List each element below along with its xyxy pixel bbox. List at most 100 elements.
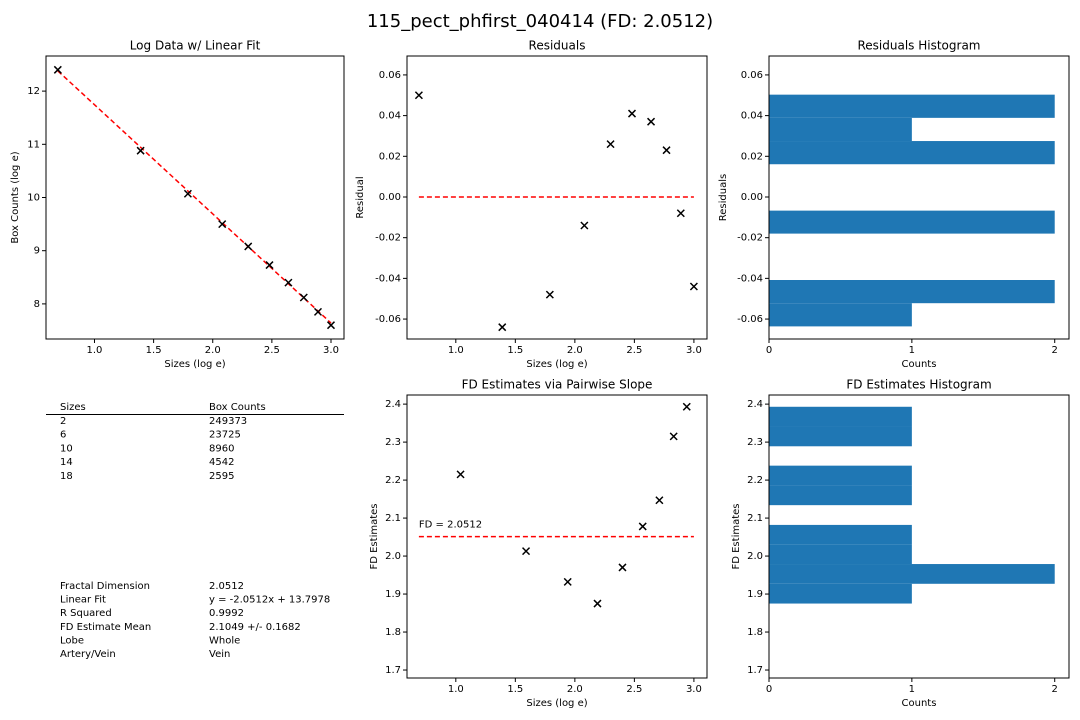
point xyxy=(326,321,336,330)
table-cell: 14 xyxy=(60,457,73,468)
y-tick-label: 2.3 xyxy=(747,437,763,448)
y-tick-label: 0.00 xyxy=(379,192,401,203)
y-axis-label: Residuals xyxy=(718,174,729,221)
figure-title: 115_pect_phfirst_040414 (FD: 2.0512) xyxy=(367,11,713,32)
bar xyxy=(769,94,1055,118)
x-tick-label: 2.0 xyxy=(567,345,583,356)
x-axis-label: Sizes (log e) xyxy=(526,359,587,370)
point xyxy=(313,307,323,316)
x-tick-label: 1.0 xyxy=(448,684,464,695)
y-tick-label: -0.02 xyxy=(737,233,763,244)
x-tick-label: 0 xyxy=(766,345,772,356)
bar xyxy=(769,279,1055,304)
point xyxy=(522,547,531,556)
x-tick-label: 1.5 xyxy=(507,684,523,695)
point xyxy=(647,117,656,126)
plot-frame xyxy=(406,394,708,679)
y-tick-label: -0.02 xyxy=(375,233,401,244)
table-header: Sizes xyxy=(60,402,86,413)
bar xyxy=(769,210,1055,234)
table-header: Box Counts xyxy=(209,402,266,413)
y-tick-label: 1.8 xyxy=(385,627,401,638)
chart-title: FD Estimates via Pairwise Slope xyxy=(462,378,653,392)
point xyxy=(456,470,465,479)
x-tick-label: 2.5 xyxy=(264,345,280,356)
point xyxy=(676,209,685,218)
bar xyxy=(769,485,912,506)
table-cell: 2595 xyxy=(209,471,234,482)
annotation: FD = 2.0512 xyxy=(419,520,482,531)
point xyxy=(244,242,253,251)
x-tick-label: 1.0 xyxy=(448,345,464,356)
y-tick-label: -0.04 xyxy=(375,273,401,284)
plot-frame xyxy=(406,55,708,340)
table-cell: FD Estimate Mean xyxy=(60,622,151,633)
x-tick-label: 2.0 xyxy=(567,684,583,695)
y-tick-label: 2.4 xyxy=(385,399,401,410)
bar xyxy=(769,117,912,142)
chart-title: FD Estimates Histogram xyxy=(846,378,991,392)
table-cell: 10 xyxy=(60,443,73,454)
x-axis-label: Counts xyxy=(902,359,937,370)
x-tick-label: 1.0 xyxy=(87,345,103,356)
x-tick-label: 1.5 xyxy=(507,345,523,356)
bar xyxy=(769,544,912,565)
y-tick-label: -0.06 xyxy=(375,314,401,325)
bar xyxy=(769,303,912,327)
y-tick-label: -0.06 xyxy=(737,314,763,325)
point xyxy=(53,65,62,74)
x-axis-label: Counts xyxy=(902,698,937,709)
point xyxy=(627,109,637,118)
point xyxy=(299,293,308,302)
y-tick-label: 11 xyxy=(27,139,40,150)
x-tick-label: 3.0 xyxy=(323,345,339,356)
bar xyxy=(769,426,912,447)
y-tick-label: 2.0 xyxy=(385,551,401,562)
x-tick-label: 2 xyxy=(1052,684,1058,695)
y-tick-label: 0.00 xyxy=(741,192,763,203)
bar xyxy=(769,465,912,486)
point xyxy=(563,577,572,586)
point xyxy=(655,496,664,505)
y-tick-label: 1.8 xyxy=(747,627,763,638)
point xyxy=(618,563,627,572)
y-tick-label: 8 xyxy=(34,299,40,310)
table-cell: Fractal Dimension xyxy=(60,581,150,592)
point xyxy=(593,599,602,608)
y-tick-label: 2.0 xyxy=(747,551,763,562)
y-tick-label: 10 xyxy=(27,193,40,204)
point xyxy=(183,189,192,198)
x-tick-label: 1 xyxy=(909,684,915,695)
plot-frame xyxy=(45,55,345,340)
table-cell: Linear Fit xyxy=(60,595,106,606)
bar xyxy=(769,583,912,604)
table-cell: 23725 xyxy=(209,430,241,441)
table-cell: 18 xyxy=(60,471,73,482)
y-tick-label: 2.1 xyxy=(747,513,763,524)
y-tick-label: 2.4 xyxy=(747,399,763,410)
table-cell: 2.1049 +/- 0.1682 xyxy=(209,622,301,633)
table-cell: 2 xyxy=(60,416,66,427)
bar xyxy=(769,524,912,545)
y-tick-label: 1.9 xyxy=(747,589,763,600)
table-cell: 249373 xyxy=(209,416,247,427)
y-tick-label: 2.2 xyxy=(747,475,763,486)
table-cell: 6 xyxy=(60,430,66,441)
x-tick-label: 3.0 xyxy=(686,684,702,695)
table-cell: 2.0512 xyxy=(209,581,244,592)
point xyxy=(414,91,423,100)
y-tick-label: 1.7 xyxy=(385,665,401,676)
point xyxy=(606,140,615,149)
bar xyxy=(769,141,1055,165)
y-tick-label: 1.7 xyxy=(747,665,763,676)
plot-frame xyxy=(768,55,1070,340)
y-tick-label: 9 xyxy=(34,246,40,257)
point xyxy=(662,146,671,155)
table-cell: R Squared xyxy=(60,608,112,619)
point xyxy=(265,261,274,270)
y-axis-label: FD Estimates xyxy=(731,503,742,569)
y-tick-label: 0.02 xyxy=(741,151,763,162)
y-tick-label: 2.3 xyxy=(385,437,401,448)
y-tick-label: 2.2 xyxy=(385,475,401,486)
y-tick-label: 0.06 xyxy=(379,70,401,81)
